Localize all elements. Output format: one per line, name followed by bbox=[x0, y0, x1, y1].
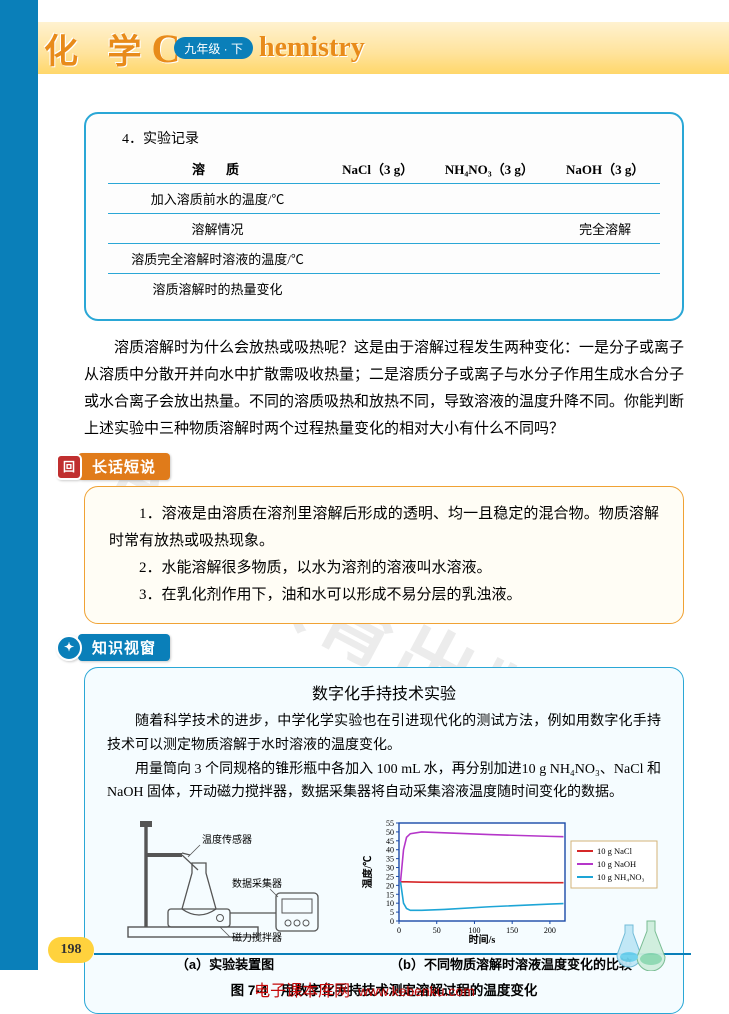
summary-item: 1．溶液是由溶质在溶剂里溶解后形成的透明、均一且稳定的混合物。物质溶解时常有放热… bbox=[109, 501, 659, 555]
summary-item: 2．水能溶解很多物质，以水为溶剂的溶液叫水溶液。 bbox=[109, 555, 659, 582]
table-row: 溶解情况完全溶解 bbox=[108, 214, 660, 244]
flask-deco-icon bbox=[607, 917, 677, 971]
knowledge-chip: ✦ 知识视窗 bbox=[56, 634, 170, 661]
content-area: 4．实验记录 溶 质 NaCl（3 g） NH₄NO₃（3 g） NaOH（3 … bbox=[84, 112, 684, 1014]
experiment-table: 溶 质 NaCl（3 g） NH₄NO₃（3 g） NaOH（3 g） 加入溶质… bbox=[108, 154, 660, 303]
knowledge-chip-label: 知识视窗 bbox=[78, 634, 170, 661]
svg-text:35: 35 bbox=[386, 855, 394, 864]
knowledge-box: 数字化手持技术实验 随着科学技术的进步，中学化学实验也在引进现代化的测试方法，例… bbox=[84, 667, 684, 1014]
experiment-table-box: 4．实验记录 溶 质 NaCl（3 g） NH₄NO₃（3 g） NaOH（3 … bbox=[84, 112, 684, 321]
svg-text:0: 0 bbox=[390, 917, 394, 926]
summary-chip: 回 长话短说 bbox=[56, 453, 170, 480]
svg-text:5: 5 bbox=[390, 908, 394, 917]
summary-box: 1．溶液是由溶质在溶剂里溶解后形成的透明、均一且稳定的混合物。物质溶解时常有放热… bbox=[84, 486, 684, 624]
page-number: 198 bbox=[48, 937, 94, 963]
svg-text:200: 200 bbox=[544, 926, 556, 935]
svg-text:100: 100 bbox=[468, 926, 480, 935]
summary-chip-icon: 回 bbox=[56, 454, 82, 480]
table-row: 溶质溶解时的热量变化 bbox=[108, 274, 660, 304]
col-header: NH₄NO₃（3 g） bbox=[428, 154, 550, 184]
knowledge-p2: 用量筒向 3 个同规格的锥形瓶中各加入 100 mL 水，再分别加进10 g N… bbox=[107, 758, 661, 806]
svg-text:15: 15 bbox=[386, 890, 394, 899]
apparatus-svg: 温度传感器 数据采集器 磁力搅拌器 bbox=[120, 815, 330, 945]
footer-link[interactable]: 电子课本库网 www.kebenku.com bbox=[0, 977, 729, 1001]
svg-text:50: 50 bbox=[433, 926, 441, 935]
page-header: 化 学 C 九年级 · 下 hemistry bbox=[38, 22, 729, 74]
figure-a: 温度传感器 数据采集器 磁力搅拌器 （a）实验装置图 bbox=[107, 815, 343, 973]
apparatus-label: 温度传感器 bbox=[202, 833, 252, 846]
svg-text:时间/s: 时间/s bbox=[469, 933, 496, 945]
col-header: NaCl（3 g） bbox=[327, 154, 428, 184]
col-header: NaOH（3 g） bbox=[550, 154, 660, 184]
svg-text:温度/℃: 温度/℃ bbox=[361, 856, 374, 889]
svg-text:25: 25 bbox=[386, 873, 394, 882]
apparatus-label: 磁力搅拌器 bbox=[232, 931, 282, 944]
svg-text:10: 10 bbox=[386, 899, 394, 908]
svg-text:30: 30 bbox=[386, 864, 394, 873]
svg-text:20: 20 bbox=[386, 882, 394, 891]
knowledge-p1: 随着科学技术的进步，中学化学实验也在引进现代化的测试方法，例如用数字化手持技术可… bbox=[107, 710, 661, 758]
body-paragraph: 溶质溶解时为什么会放热或吸热呢？这是由于溶解过程发生两种变化：一是分子或离子从溶… bbox=[84, 335, 684, 443]
header-title-cn: 化 学 bbox=[44, 24, 151, 73]
figure-row: 温度传感器 数据采集器 磁力搅拌器 （a）实验装置图 0510152025303… bbox=[107, 815, 661, 973]
figure-a-caption: （a）实验装置图 bbox=[107, 954, 343, 973]
svg-text:10 g NaCl: 10 g NaCl bbox=[597, 846, 633, 856]
apparatus-label: 数据采集器 bbox=[232, 877, 282, 890]
knowledge-chip-icon: ✦ bbox=[56, 635, 82, 661]
table-row: 加入溶质前水的温度/℃ bbox=[108, 184, 660, 214]
knowledge-title: 数字化手持技术实验 bbox=[107, 680, 661, 704]
left-spine bbox=[0, 0, 38, 970]
svg-text:10 g NH₄NO₃: 10 g NH₄NO₃ bbox=[597, 872, 645, 882]
col-header: 溶 质 bbox=[108, 154, 327, 184]
svg-text:55: 55 bbox=[386, 819, 394, 828]
header-title-en: hemistry bbox=[259, 32, 365, 64]
svg-text:150: 150 bbox=[506, 926, 518, 935]
footer-url: www.kebenku.com bbox=[358, 983, 475, 999]
svg-text:45: 45 bbox=[386, 837, 394, 846]
summary-chip-label: 长话短说 bbox=[78, 453, 170, 480]
page-underline bbox=[94, 953, 691, 955]
table-row: 溶 质 NaCl（3 g） NH₄NO₃（3 g） NaOH（3 g） bbox=[108, 154, 660, 184]
table-row: 溶质完全溶解时溶液的温度/℃ bbox=[108, 244, 660, 274]
svg-text:40: 40 bbox=[386, 846, 394, 855]
footer-name: 电子课本库网 bbox=[254, 983, 350, 1000]
svg-text:0: 0 bbox=[397, 926, 401, 935]
summary-item: 3．在乳化剂作用下，油和水可以形成不易分层的乳浊液。 bbox=[109, 582, 659, 609]
svg-text:50: 50 bbox=[386, 828, 394, 837]
grade-pill: 九年级 · 下 bbox=[174, 37, 253, 59]
svg-text:10 g NaOH: 10 g NaOH bbox=[597, 859, 636, 869]
table-caption: 4．实验记录 bbox=[122, 128, 660, 148]
